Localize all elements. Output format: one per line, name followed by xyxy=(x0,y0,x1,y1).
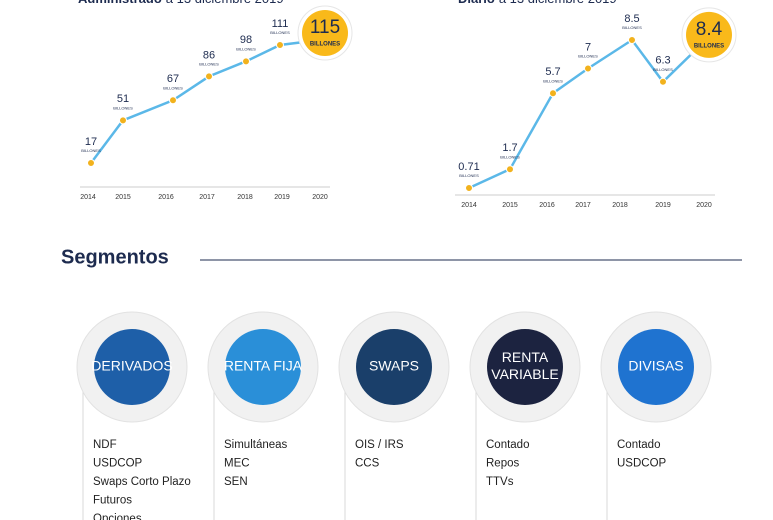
value-label: 7 xyxy=(585,41,591,53)
highlight-marker xyxy=(302,10,348,56)
segment-item: Futuros xyxy=(93,495,132,507)
unit-label: BILLONES xyxy=(270,30,290,35)
segment-label: DIVISAS xyxy=(628,358,683,374)
segments-title: Segmentos xyxy=(61,246,169,268)
marker xyxy=(205,72,213,81)
x-tick-label: 2016 xyxy=(539,202,555,209)
marker xyxy=(549,89,557,98)
x-tick-label: 2018 xyxy=(612,202,628,209)
marker xyxy=(169,96,177,105)
x-tick-label: 2016 xyxy=(158,194,174,201)
segment-item: NDF xyxy=(93,439,117,451)
unit-label: BILLONES xyxy=(459,173,479,178)
segment-label: VARIABLE xyxy=(491,366,558,382)
segment-item: Simultáneas xyxy=(224,439,288,451)
marker xyxy=(628,36,636,44)
unit-label: BILLONES xyxy=(653,67,673,72)
value-label: 51 xyxy=(117,93,129,105)
chart-title: Administrado xyxy=(78,0,162,6)
segment-item: Swaps Corto Plazo xyxy=(93,476,191,488)
x-tick-label: 2014 xyxy=(461,202,477,209)
value-label: 115 xyxy=(310,17,340,38)
marker xyxy=(119,116,127,125)
segment-item: Repos xyxy=(486,458,519,470)
unit-label: BILLONES xyxy=(163,85,183,90)
segment-item: Contado xyxy=(486,439,529,451)
segment-label: RENTA FIJA xyxy=(224,358,303,374)
segment-badge xyxy=(94,329,170,405)
unit-label: BILLONES xyxy=(81,148,101,153)
unit-label: BILLONES xyxy=(578,54,598,59)
value-label: 86 xyxy=(203,49,215,61)
segment-item: TTVs xyxy=(486,476,514,488)
value-label: 98 xyxy=(240,34,252,46)
x-tick-label: 2015 xyxy=(502,202,518,209)
marker xyxy=(465,184,473,192)
segment-badge xyxy=(225,329,301,405)
value-label: 0.71 xyxy=(458,161,479,173)
value-label: 17 xyxy=(85,136,97,148)
segment-item: SEN xyxy=(224,476,248,488)
chart-subtitle: a 13 diciembre 2019 xyxy=(166,0,284,6)
unit-label: BILLONES xyxy=(500,154,520,159)
segment-badge xyxy=(618,329,694,405)
segment-item: OIS / IRS xyxy=(355,439,404,451)
x-tick-label: 2019 xyxy=(655,202,671,209)
chart-title: Diario a 13 diciembre 2019 xyxy=(458,0,617,6)
chart-subtitle: a 13 diciembre 2019 xyxy=(499,0,617,6)
unit-label: BILLONES xyxy=(199,61,219,66)
x-tick-label: 2020 xyxy=(696,202,712,209)
unit-label: BILLONES xyxy=(310,42,340,48)
segment-item: Contado xyxy=(617,439,660,451)
segment-item: MEC xyxy=(224,458,250,470)
value-label: 8.5 xyxy=(624,13,639,25)
marker xyxy=(87,159,95,167)
value-label: 67 xyxy=(167,73,179,85)
value-label: 6.3 xyxy=(655,55,670,67)
unit-label: BILLONES xyxy=(236,46,256,51)
unit-label: BILLONES xyxy=(543,78,563,83)
marker xyxy=(506,165,514,174)
highlight-marker xyxy=(686,11,732,58)
unit-label: BILLONES xyxy=(694,43,724,49)
marker xyxy=(276,41,284,50)
segment-item: CCS xyxy=(355,458,380,470)
chart-title: Administrado a 13 diciembre 2019 xyxy=(78,0,284,6)
marker xyxy=(659,77,667,86)
value-label: 111 xyxy=(272,18,289,30)
segment-label: DERIVADOS xyxy=(91,358,172,374)
x-tick-label: 2019 xyxy=(274,194,290,201)
unit-label: BILLONES xyxy=(622,25,642,30)
x-tick-label: 2020 xyxy=(312,194,328,201)
x-tick-label: 2015 xyxy=(115,194,131,201)
segment-item: USDCOP xyxy=(93,458,143,470)
marker xyxy=(584,64,592,73)
segment-item: USDCOP xyxy=(617,458,667,470)
x-tick-label: 2017 xyxy=(575,202,591,209)
x-tick-label: 2018 xyxy=(237,194,253,201)
value-label: 5.7 xyxy=(545,66,560,78)
segment-item: Opciones xyxy=(93,513,142,520)
x-tick-label: 2017 xyxy=(199,194,215,201)
segment-badge xyxy=(487,329,563,405)
segment-badge xyxy=(356,329,432,405)
value-label: 8.4 xyxy=(696,19,723,40)
unit-label: BILLONES xyxy=(113,105,133,110)
chart-title: Diario xyxy=(458,0,495,6)
x-tick-label: 2014 xyxy=(80,194,96,201)
segment-label: RENTA xyxy=(502,349,549,365)
segment-label: SWAPS xyxy=(369,358,419,374)
value-label: 1.7 xyxy=(502,142,517,154)
marker xyxy=(242,57,250,66)
